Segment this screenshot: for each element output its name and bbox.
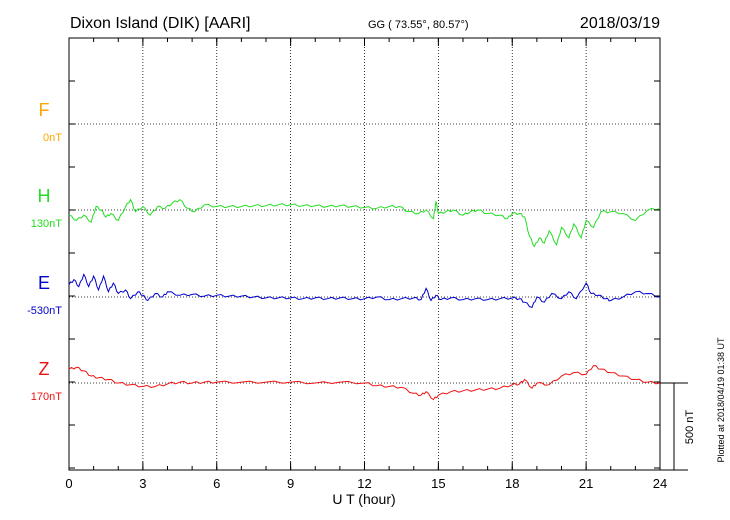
series-line-E xyxy=(68,273,661,309)
series-baseline-H: 130nT xyxy=(31,218,62,230)
x-axis-label: U T (hour) xyxy=(332,491,395,507)
station-title: Dixon Island (DIK) [AARI] xyxy=(70,15,251,32)
plotted-note: Plotted at 2018/04/19 01:38 UT xyxy=(716,337,726,463)
x-tick-label: 18 xyxy=(505,476,519,491)
scale-bar-label: 500 nT xyxy=(684,410,696,445)
series-baseline-F: 0nT xyxy=(43,132,62,144)
series-labels: F 0nT H 130nT E -530nT Z 170nT xyxy=(27,100,62,403)
x-tick-label: 12 xyxy=(357,476,371,491)
x-tick-label: 9 xyxy=(287,476,294,491)
series-name-Z: Z xyxy=(39,359,50,379)
x-tick-label: 0 xyxy=(65,476,72,491)
x-tick-label: 24 xyxy=(653,476,667,491)
x-tick-label: 21 xyxy=(579,476,593,491)
series-name-H: H xyxy=(38,186,51,206)
series-name-F: F xyxy=(39,100,50,120)
series-curves xyxy=(68,198,661,401)
x-axis-ticks: 0 3 6 9 12 15 18 21 24 xyxy=(65,38,667,491)
series-baseline-E: -530nT xyxy=(27,305,62,317)
x-tick-label: 3 xyxy=(139,476,146,491)
grid-lines xyxy=(69,38,660,470)
series-line-Z xyxy=(68,365,661,401)
x-tick-label: 6 xyxy=(213,476,220,491)
coords-label: GG ( 73.55°, 80.57°) xyxy=(368,19,469,31)
series-baseline-Z: 170nT xyxy=(31,391,62,403)
date-label: 2018/03/19 xyxy=(580,15,660,32)
scale-bar: 500 nT xyxy=(660,382,696,471)
series-name-E: E xyxy=(38,273,50,293)
series-line-H xyxy=(68,198,661,248)
x-tick-label: 15 xyxy=(431,476,445,491)
